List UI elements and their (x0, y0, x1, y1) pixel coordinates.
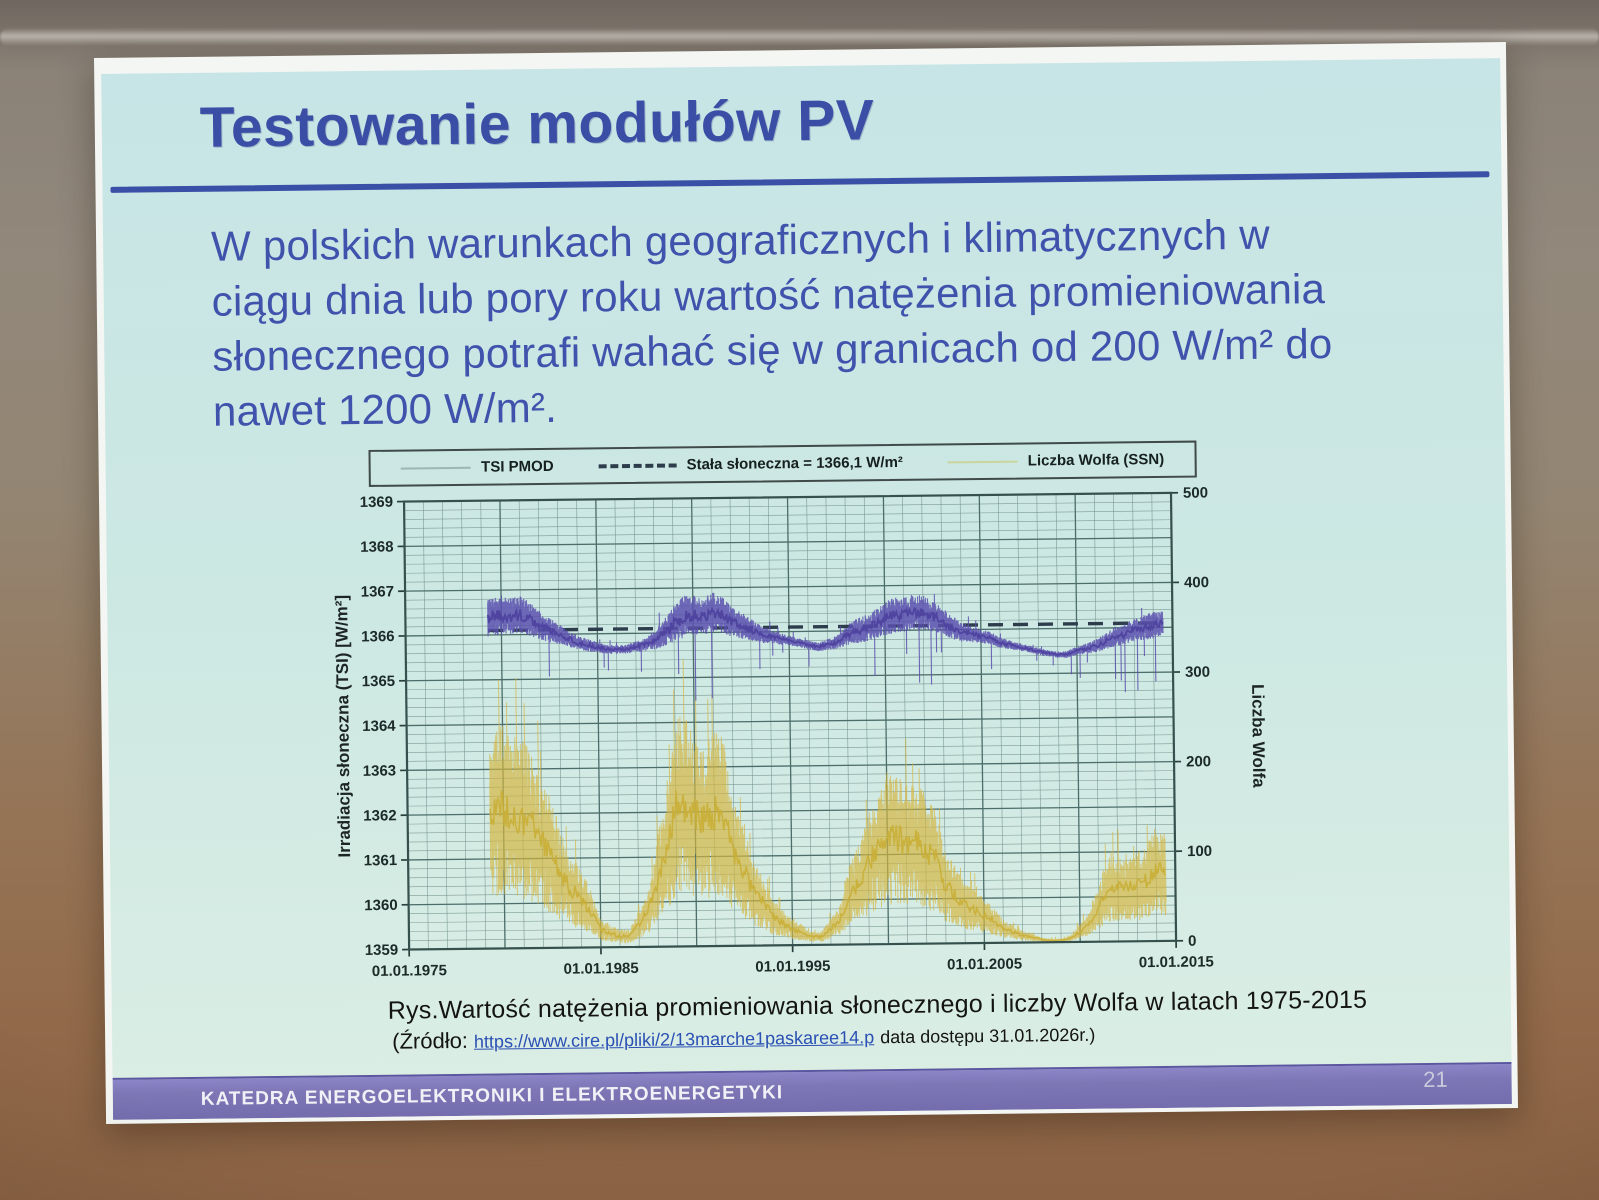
solar-constant-line (487, 621, 1163, 633)
svg-text:1366: 1366 (361, 628, 395, 645)
svg-text:1368: 1368 (360, 538, 394, 555)
legend-item-solar-constant: Stała słoneczna = 1366,1 W/m² (598, 454, 903, 474)
page-number: 21 (1423, 1066, 1448, 1093)
svg-text:1360: 1360 (364, 897, 398, 914)
svg-text:01.01.2015: 01.01.2015 (1139, 953, 1214, 971)
legend-label: TSI PMOD (481, 457, 554, 476)
legend-item-tsi: TSI PMOD (401, 458, 554, 477)
ceiling-trim (0, 28, 1599, 46)
svg-text:500: 500 (1183, 484, 1208, 501)
slide-title: Testowanie modułów PV (199, 88, 875, 160)
svg-text:1361: 1361 (364, 852, 398, 869)
svg-text:300: 300 (1185, 664, 1210, 681)
tsi-line-swatch-icon (401, 466, 472, 470)
svg-text:01.01.1985: 01.01.1985 (564, 960, 639, 978)
axis-ticks: 1369 1368 1367 1366 1365 1364 1363 1362 1361 1360… (360, 484, 1214, 980)
legend-label: Liczba Wolfa (SSN) (1027, 450, 1165, 470)
svg-text:0: 0 (1188, 933, 1197, 950)
source-prefix: (Źródło: (392, 1027, 469, 1054)
figure-source-line: (Źródło: https://www.cire.pl/pliki/2/13ma… (392, 1021, 1095, 1055)
legend-label: Stała słoneczna = 1366,1 W/m² (686, 453, 903, 474)
svg-text:1363: 1363 (363, 762, 397, 779)
slide: Testowanie modułów PV W polskich warunka… (101, 58, 1512, 1120)
svg-text:01.01.1995: 01.01.1995 (755, 958, 830, 976)
wolf-line-swatch-icon (947, 460, 1018, 463)
svg-text:1362: 1362 (363, 807, 397, 824)
dashed-line-swatch-icon (598, 462, 677, 468)
source-suffix: data dostępu 31.01.2026r.) (880, 1024, 1096, 1048)
title-underline (110, 171, 1490, 193)
wolf-number-series (489, 658, 1167, 944)
legend-item-wolf: Liczba Wolfa (SSN) (947, 450, 1165, 470)
svg-text:1365: 1365 (362, 673, 396, 690)
footer-department-label: KATEDRA ENERGOELEKTRONIKI I ELEKTROENERG… (200, 1082, 784, 1110)
svg-text:1367: 1367 (361, 583, 395, 600)
svg-text:200: 200 (1186, 753, 1211, 770)
svg-text:400: 400 (1184, 574, 1209, 591)
source-link[interactable]: https://www.cire.pl/pliki/2/13marche1pas… (473, 1027, 875, 1052)
svg-text:01.01.1975: 01.01.1975 (372, 962, 447, 980)
chart-figure: 1369 1368 1367 1366 1365 1364 1363 1362 1361 1360… (328, 432, 1344, 991)
y-right-axis-label: Liczba Wolfa (1248, 684, 1268, 788)
y-left-axis-label: Irradiacja słoneczna (TSI) [W/m²] (332, 595, 354, 858)
figure-caption: Rys.Wartość natężenia promieniowania sło… (387, 985, 1368, 1025)
svg-text:1359: 1359 (365, 942, 399, 959)
footer-bar: KATEDRA ENERGOELEKTRONIKI I ELEKTROENERG… (112, 1062, 1512, 1120)
body-paragraph: W polskich warunkach geograficznych i kl… (211, 205, 1463, 439)
irradiance-wolf-chart: 1369 1368 1367 1366 1365 1364 1363 1362 1361 1360… (332, 484, 1268, 980)
svg-text:1369: 1369 (360, 494, 394, 511)
projector-screen: Testowanie modułów PV W polskich warunka… (93, 42, 1519, 1124)
plot-border (402, 491, 1178, 951)
svg-text:100: 100 (1187, 843, 1212, 860)
svg-text:01.01.2005: 01.01.2005 (947, 956, 1022, 974)
svg-text:1364: 1364 (362, 718, 396, 735)
